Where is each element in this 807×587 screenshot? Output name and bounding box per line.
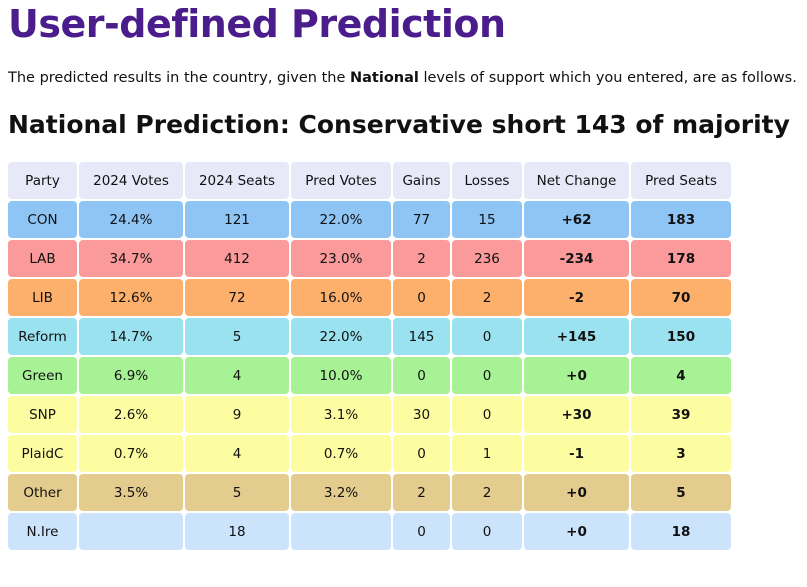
page-title: User-defined Prediction	[8, 2, 506, 46]
party-cell: LIB	[8, 279, 77, 316]
seats-2024-cell: 72	[185, 279, 289, 316]
pred-votes-cell: 22.0%	[291, 201, 391, 238]
losses-cell: 2	[452, 474, 522, 511]
pred-seats-cell: 39	[631, 396, 731, 433]
header-gains: Gains	[393, 162, 450, 199]
pred-votes-cell: 16.0%	[291, 279, 391, 316]
losses-cell: 0	[452, 396, 522, 433]
votes-2024-cell: 6.9%	[79, 357, 183, 394]
party-cell: N.Ire	[8, 513, 77, 550]
prediction-table: Party 2024 Votes 2024 Seats Pred Votes G…	[6, 160, 733, 552]
table-row: Reform 14.7% 5 22.0% 145 0 +145 150	[8, 318, 731, 355]
intro-before: The predicted results in the country, gi…	[8, 70, 350, 86]
table-row: N.Ire 18 0 0 +0 18	[8, 513, 731, 550]
table-row: Green 6.9% 4 10.0% 0 0 +0 4	[8, 357, 731, 394]
party-cell: CON	[8, 201, 77, 238]
party-cell: Other	[8, 474, 77, 511]
pred-votes-cell	[291, 513, 391, 550]
pred-votes-cell: 3.1%	[291, 396, 391, 433]
intro-after: levels of support which you entered, are…	[418, 70, 797, 86]
header-pred-votes: Pred Votes	[291, 162, 391, 199]
table-row: LIB 12.6% 72 16.0% 0 2 -2 70	[8, 279, 731, 316]
table-body: CON 24.4% 121 22.0% 77 15 +62 183 LAB 34.7% 412 23.…	[8, 201, 731, 550]
prediction-title: National Prediction: Conservative short …	[8, 110, 790, 139]
pred-seats-cell: 3	[631, 435, 731, 472]
net-change-cell: +0	[524, 513, 629, 550]
losses-cell: 2	[452, 279, 522, 316]
pred-seats-cell: 4	[631, 357, 731, 394]
seats-2024-cell: 412	[185, 240, 289, 277]
gains-cell: 77	[393, 201, 450, 238]
net-change-cell: +62	[524, 201, 629, 238]
losses-cell: 1	[452, 435, 522, 472]
votes-2024-cell	[79, 513, 183, 550]
losses-cell: 236	[452, 240, 522, 277]
table-row: LAB 34.7% 412 23.0% 2 236 -234 178	[8, 240, 731, 277]
gains-cell: 2	[393, 240, 450, 277]
net-change-cell: -234	[524, 240, 629, 277]
table-row: PlaidC 0.7% 4 0.7% 0 1 -1 3	[8, 435, 731, 472]
table-row: CON 24.4% 121 22.0% 77 15 +62 183	[8, 201, 731, 238]
header-net-change: Net Change	[524, 162, 629, 199]
gains-cell: 0	[393, 513, 450, 550]
pred-seats-cell: 70	[631, 279, 731, 316]
party-cell: Reform	[8, 318, 77, 355]
pred-votes-cell: 23.0%	[291, 240, 391, 277]
votes-2024-cell: 12.6%	[79, 279, 183, 316]
pred-votes-cell: 0.7%	[291, 435, 391, 472]
table-header-row: Party 2024 Votes 2024 Seats Pred Votes G…	[8, 162, 731, 199]
pred-votes-cell: 22.0%	[291, 318, 391, 355]
net-change-cell: -2	[524, 279, 629, 316]
header-2024-votes: 2024 Votes	[79, 162, 183, 199]
table-row: SNP 2.6% 9 3.1% 30 0 +30 39	[8, 396, 731, 433]
gains-cell: 0	[393, 435, 450, 472]
party-cell: LAB	[8, 240, 77, 277]
seats-2024-cell: 9	[185, 396, 289, 433]
votes-2024-cell: 2.6%	[79, 396, 183, 433]
table-row: Other 3.5% 5 3.2% 2 2 +0 5	[8, 474, 731, 511]
gains-cell: 2	[393, 474, 450, 511]
pred-seats-cell: 5	[631, 474, 731, 511]
pred-seats-cell: 18	[631, 513, 731, 550]
votes-2024-cell: 34.7%	[79, 240, 183, 277]
gains-cell: 30	[393, 396, 450, 433]
seats-2024-cell: 5	[185, 318, 289, 355]
net-change-cell: +0	[524, 474, 629, 511]
pred-seats-cell: 183	[631, 201, 731, 238]
intro-text: The predicted results in the country, gi…	[8, 70, 797, 86]
net-change-cell: +30	[524, 396, 629, 433]
gains-cell: 145	[393, 318, 450, 355]
seats-2024-cell: 4	[185, 435, 289, 472]
losses-cell: 0	[452, 513, 522, 550]
seats-2024-cell: 4	[185, 357, 289, 394]
losses-cell: 0	[452, 318, 522, 355]
seats-2024-cell: 18	[185, 513, 289, 550]
gains-cell: 0	[393, 279, 450, 316]
net-change-cell: +145	[524, 318, 629, 355]
votes-2024-cell: 14.7%	[79, 318, 183, 355]
losses-cell: 0	[452, 357, 522, 394]
header-2024-seats: 2024 Seats	[185, 162, 289, 199]
party-cell: PlaidC	[8, 435, 77, 472]
votes-2024-cell: 3.5%	[79, 474, 183, 511]
header-pred-seats: Pred Seats	[631, 162, 731, 199]
party-cell: Green	[8, 357, 77, 394]
votes-2024-cell: 0.7%	[79, 435, 183, 472]
intro-bold: National	[350, 70, 419, 86]
gains-cell: 0	[393, 357, 450, 394]
net-change-cell: -1	[524, 435, 629, 472]
seats-2024-cell: 5	[185, 474, 289, 511]
votes-2024-cell: 24.4%	[79, 201, 183, 238]
pred-votes-cell: 3.2%	[291, 474, 391, 511]
header-party: Party	[8, 162, 77, 199]
pred-votes-cell: 10.0%	[291, 357, 391, 394]
pred-seats-cell: 178	[631, 240, 731, 277]
party-cell: SNP	[8, 396, 77, 433]
losses-cell: 15	[452, 201, 522, 238]
net-change-cell: +0	[524, 357, 629, 394]
seats-2024-cell: 121	[185, 201, 289, 238]
pred-seats-cell: 150	[631, 318, 731, 355]
header-losses: Losses	[452, 162, 522, 199]
